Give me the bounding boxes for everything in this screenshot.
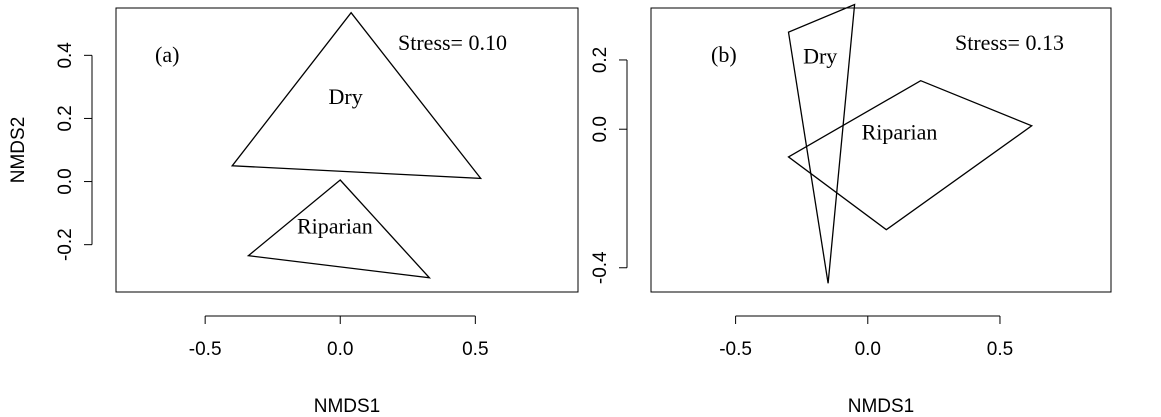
panel-label: (a) — [155, 42, 179, 67]
hull-riparian — [787, 79, 1034, 231]
x-tick-label: 0.0 — [327, 339, 353, 360]
hull-dry — [787, 3, 856, 284]
y-tick-label: 0.2 — [55, 105, 76, 131]
x-axis-title: NMDS1 — [314, 396, 381, 417]
y-tick-label: 0.2 — [590, 47, 611, 73]
y-tick-label: -0.4 — [590, 251, 611, 284]
panel-label: (b) — [711, 42, 737, 67]
group-label-riparian: Riparian — [862, 120, 938, 145]
y-tick-label: 0.0 — [590, 116, 611, 142]
x-tick-label: -0.5 — [189, 339, 222, 360]
y-tick-label: 0.4 — [55, 42, 76, 69]
panel-b: -0.5 0.0 0.5 -0.4 0.0 0.2 NMDS1 (b) Stress= 0.13… — [590, 3, 1112, 417]
group-label-dry: Dry — [803, 43, 837, 68]
y-tick-label: 0.0 — [55, 168, 76, 194]
stress-annotation: Stress= 0.10 — [398, 30, 507, 55]
group-label-riparian: Riparian — [297, 214, 373, 239]
x-tick-label: 0.0 — [855, 339, 881, 360]
panel-a: -0.5 0.0 0.5 -0.2 0.0 0.2 0.4 NMDS1 NMDS2 (a) Stre… — [8, 7, 579, 417]
x-axis-title: NMDS1 — [848, 396, 915, 417]
x-tick-label: 0.5 — [462, 339, 488, 360]
plot-frame — [650, 7, 1112, 293]
x-tick-label: -0.5 — [719, 339, 752, 360]
hull-riparian — [246, 179, 432, 279]
stress-annotation: Stress= 0.13 — [955, 30, 1064, 55]
x-tick-label: 0.5 — [987, 339, 1013, 360]
y-tick-label: -0.2 — [55, 228, 76, 261]
group-label-dry: Dry — [329, 84, 363, 109]
y-axis-title: NMDS2 — [8, 117, 29, 184]
hull-dry — [230, 11, 483, 180]
plot-frame — [115, 7, 579, 293]
